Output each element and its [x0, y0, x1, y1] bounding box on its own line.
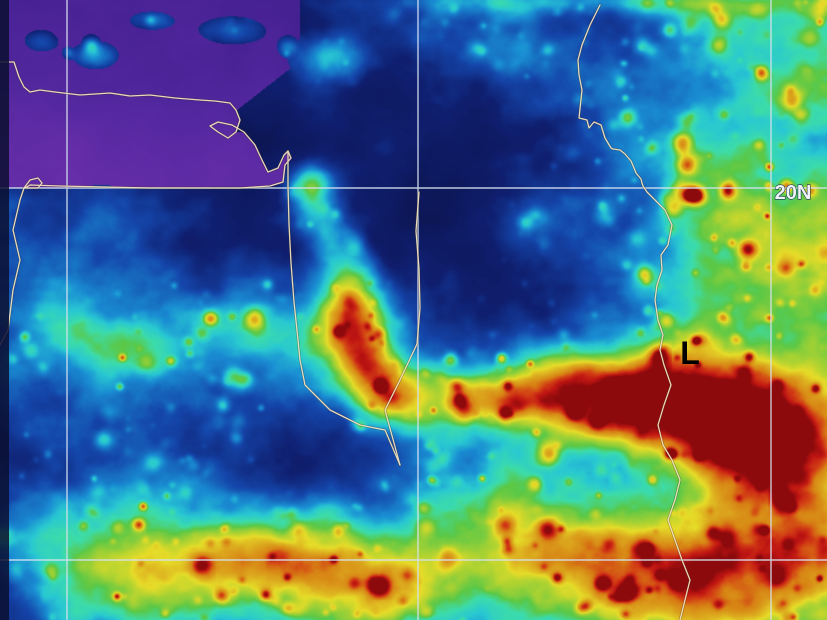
svg-text:20N: 20N [775, 182, 812, 204]
svg-text:L: L [680, 335, 700, 371]
